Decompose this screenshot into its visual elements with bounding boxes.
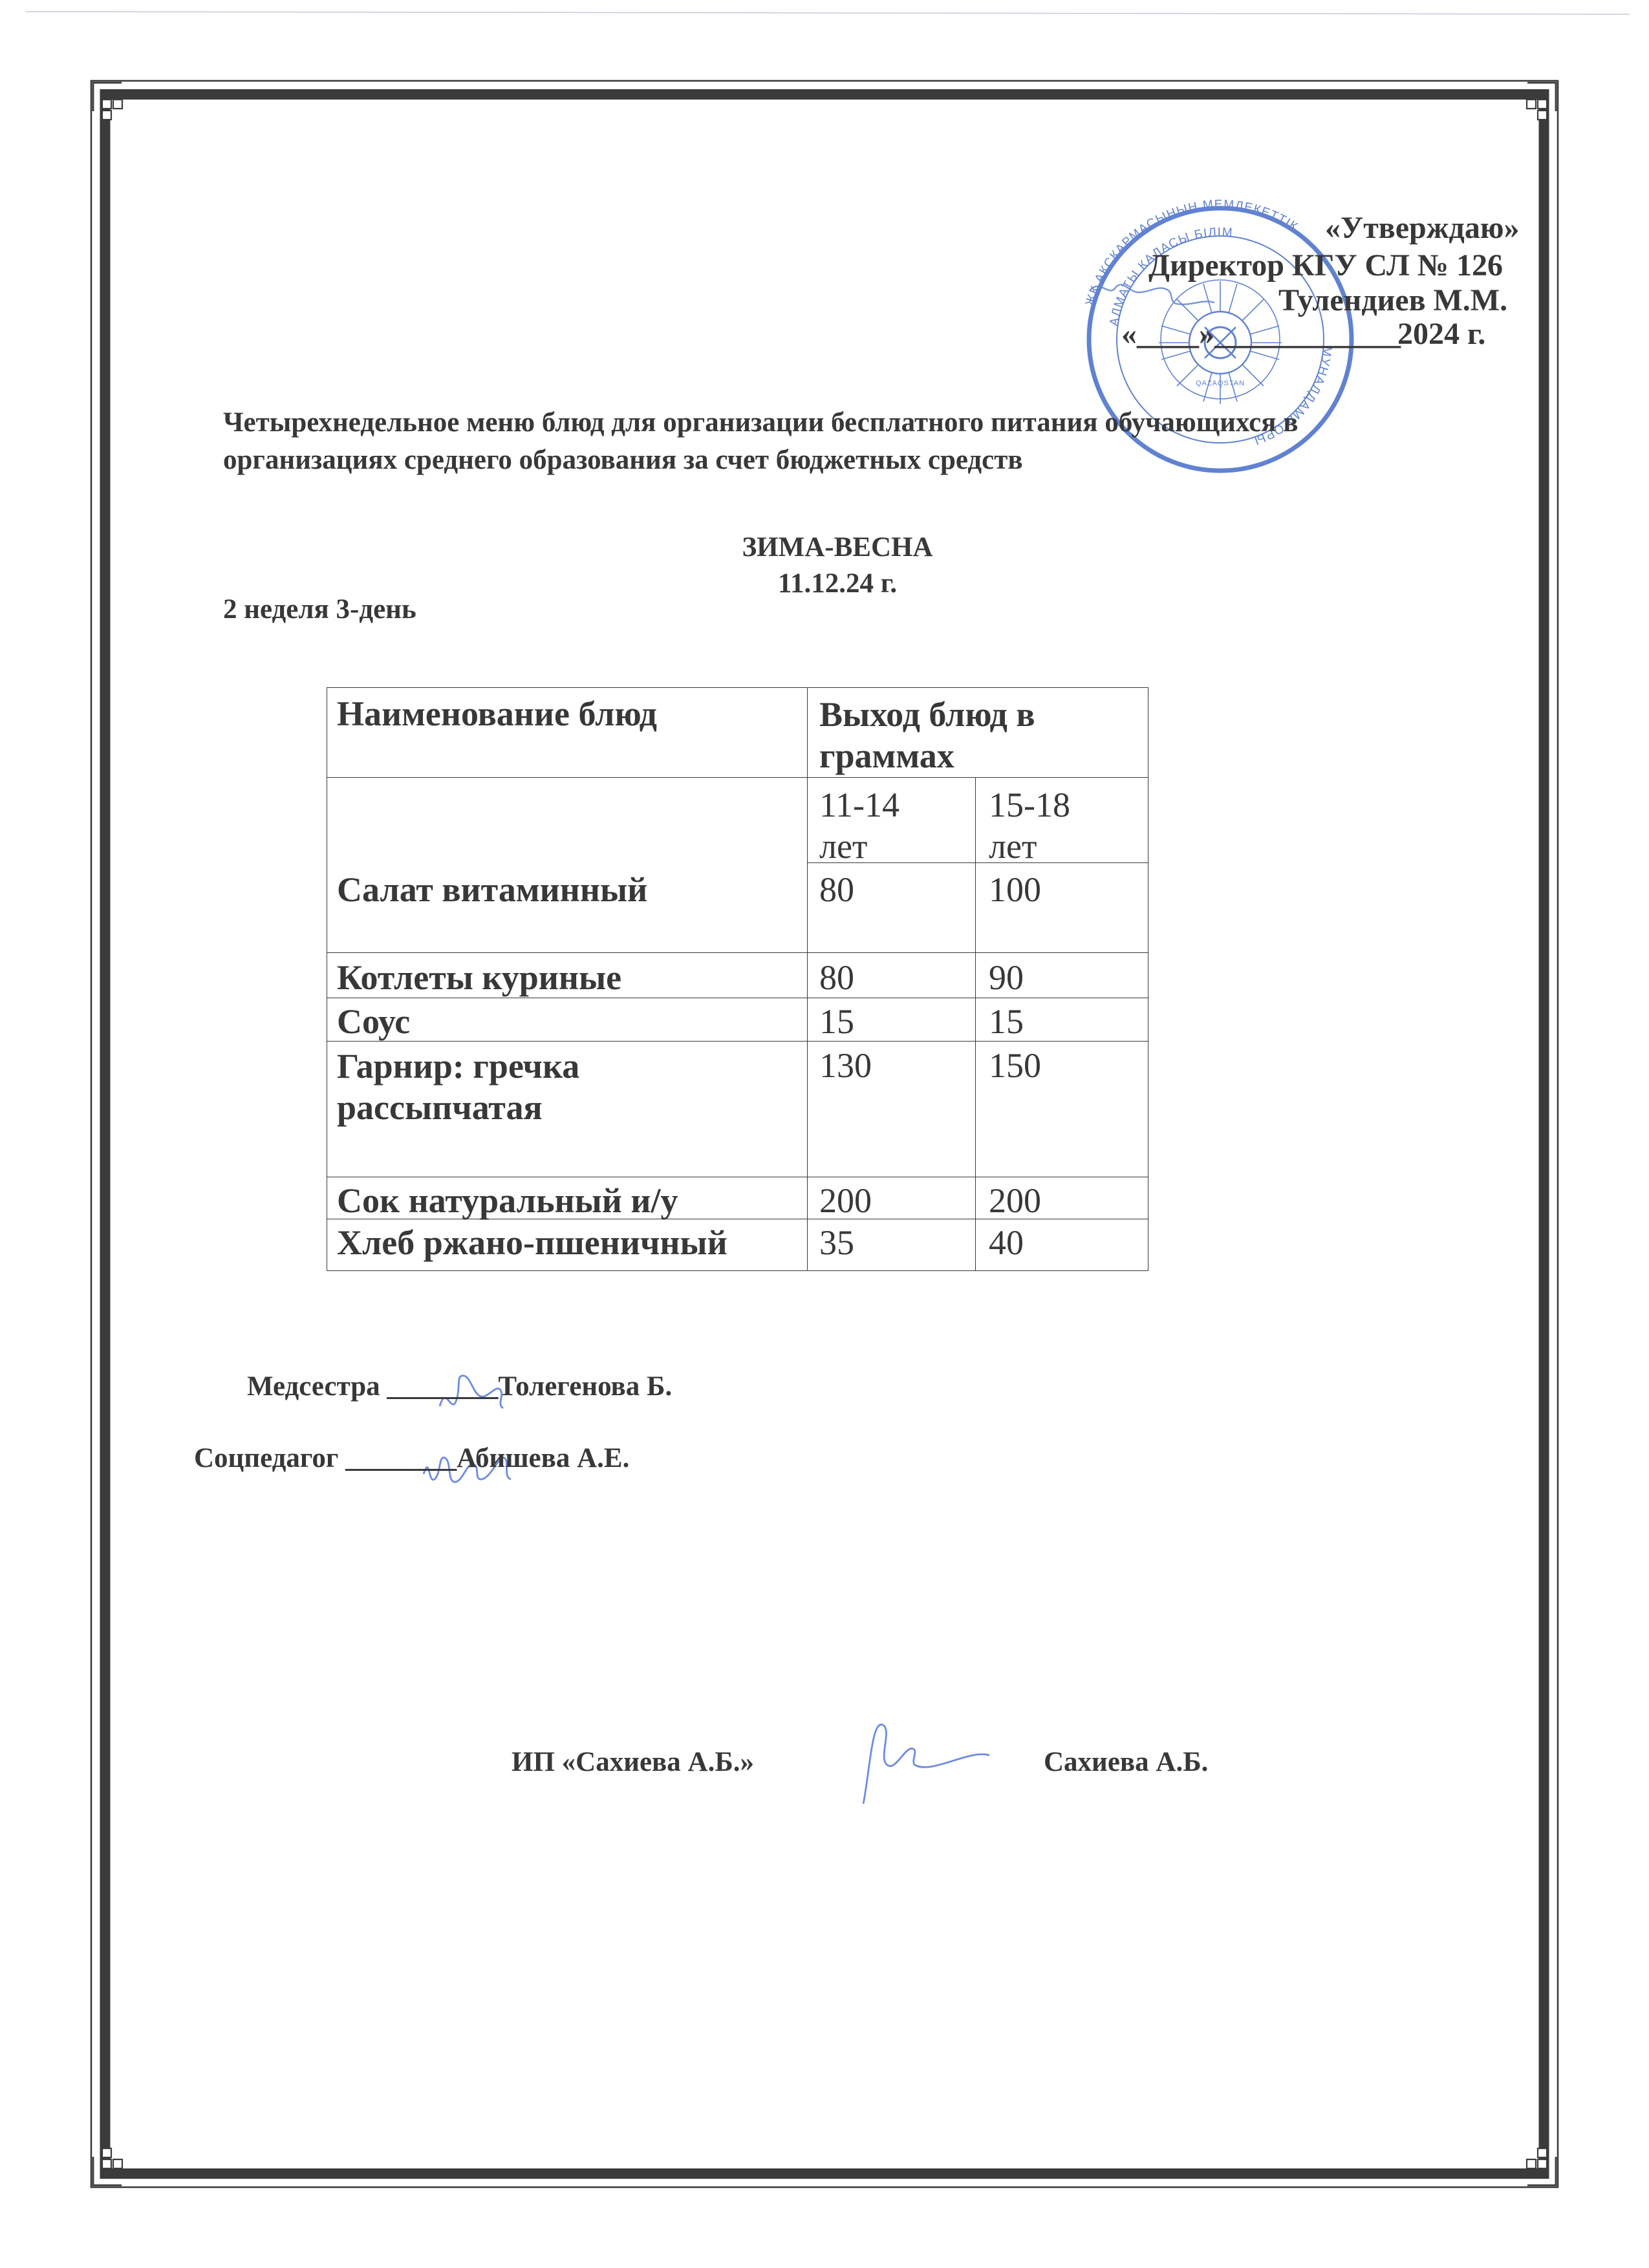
svg-text:QAZAQSTAN: QAZAQSTAN	[1196, 380, 1245, 387]
